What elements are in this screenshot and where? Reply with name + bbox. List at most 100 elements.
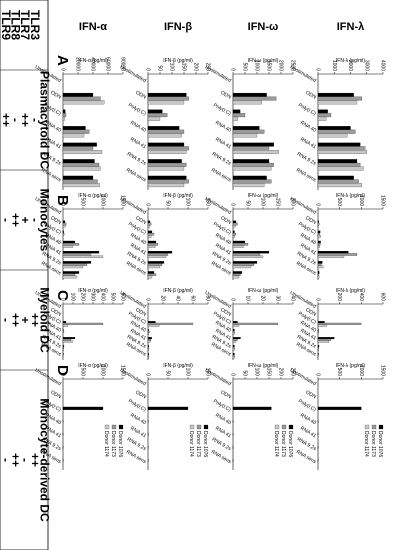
bar: [147, 146, 189, 151]
bar: [147, 263, 163, 266]
legend-label: Donor 1173: [195, 431, 201, 457]
table-cell: ++: [18, 113, 32, 127]
bar: [62, 92, 94, 97]
bar: [232, 263, 255, 266]
bar: [232, 324, 240, 327]
y-tick-label: 0: [230, 373, 236, 376]
y-tick-label: 500: [80, 368, 86, 377]
bar: [62, 353, 64, 356]
bar: [232, 322, 279, 325]
y-tick-label: 1000: [358, 365, 364, 376]
bar: [317, 150, 367, 154]
y-tick-label: 40: [290, 295, 296, 301]
y-tick-label: 100: [260, 198, 266, 207]
legend-label: Donor 1173: [110, 431, 116, 457]
bar: [147, 265, 161, 269]
bar: [317, 183, 362, 188]
bar: [232, 338, 238, 341]
table-row-header: TLR8: [9, 10, 23, 40]
y-tick-label: 500: [242, 63, 248, 72]
bar: [232, 329, 235, 332]
x-tick-label: ODN: [49, 389, 62, 400]
bar: [232, 354, 235, 357]
bar: [317, 321, 325, 324]
y-axis-label: IFN-α (pg/ml): [78, 193, 108, 199]
y-tick-label: 500: [336, 198, 342, 207]
y-tick-label: 0: [230, 203, 236, 206]
table-cell: ++: [9, 213, 23, 227]
bar: [147, 230, 153, 234]
y-tick-label: 2500: [290, 60, 296, 71]
bar: [232, 179, 272, 184]
bar: [62, 271, 80, 274]
table-cell: +: [18, 216, 32, 223]
bar: [147, 142, 185, 147]
y-tick-label: 40000: [90, 57, 96, 71]
bar: [232, 273, 241, 276]
legend-swatch: [274, 424, 280, 430]
y-tick-label: 200: [290, 198, 296, 207]
bar: [62, 253, 92, 256]
bar: [232, 222, 238, 226]
y-tick-label: 0: [60, 298, 66, 301]
tlr-expression-table: Plasmacytoid DC Monocytes Myeloid DC Monocy…: [0, 0, 51, 550]
bar: [62, 113, 67, 118]
table-cell: ++: [28, 313, 42, 327]
bar: [62, 250, 100, 254]
bar: [232, 162, 274, 167]
y-tick-label: 50: [165, 370, 171, 376]
bar: [317, 232, 320, 236]
y-axis-label: IFN-ω (pg/ml): [248, 193, 279, 199]
bar: [232, 346, 235, 349]
table-cell: -: [0, 318, 13, 322]
table-cell: ++: [9, 313, 23, 327]
bar: [232, 129, 265, 134]
bar: [317, 261, 323, 264]
bar: [232, 340, 237, 343]
bar: [232, 337, 241, 340]
bar: [62, 263, 88, 266]
bar: [317, 255, 345, 258]
bar: [232, 232, 237, 236]
bar: [317, 179, 359, 184]
y-tick-label: 1000: [254, 60, 260, 71]
y-axis-label: IFN-ω (pg/ml): [248, 58, 279, 64]
bar: [232, 175, 267, 180]
bar: [317, 126, 351, 130]
bar: [147, 220, 151, 224]
bar: [317, 230, 321, 234]
y-tick-label: 1500: [266, 60, 272, 71]
bar: [317, 340, 329, 343]
bar: [62, 183, 100, 188]
bar: [317, 273, 319, 276]
y-tick-label: 400: [100, 293, 106, 302]
bar: [232, 126, 260, 130]
bar: [147, 245, 156, 248]
bar: [62, 150, 103, 154]
y-tick-label: 50: [242, 370, 248, 376]
bar: [147, 243, 159, 246]
table-cell: +: [18, 316, 32, 323]
bar: [317, 133, 348, 138]
y-tick-label: 50: [157, 65, 163, 71]
x-tick-label: Poly(I:C): [297, 398, 317, 413]
bar: [62, 129, 90, 134]
bar: [232, 348, 235, 351]
legend-label: Donor 1076: [377, 431, 383, 457]
bar: [62, 100, 105, 105]
table-cell: -: [0, 218, 13, 222]
x-tick-label: ODN: [304, 90, 317, 101]
y-tick-label: 1500: [120, 195, 126, 206]
x-tick-label: RNA 40: [299, 120, 317, 134]
y-tick-label: 500: [336, 368, 342, 377]
bar: [317, 265, 324, 269]
x-tick-label: Poly(I:C): [212, 398, 232, 413]
bar: [232, 406, 272, 410]
bar: [62, 232, 65, 236]
y-tick-label: 30: [275, 295, 281, 301]
